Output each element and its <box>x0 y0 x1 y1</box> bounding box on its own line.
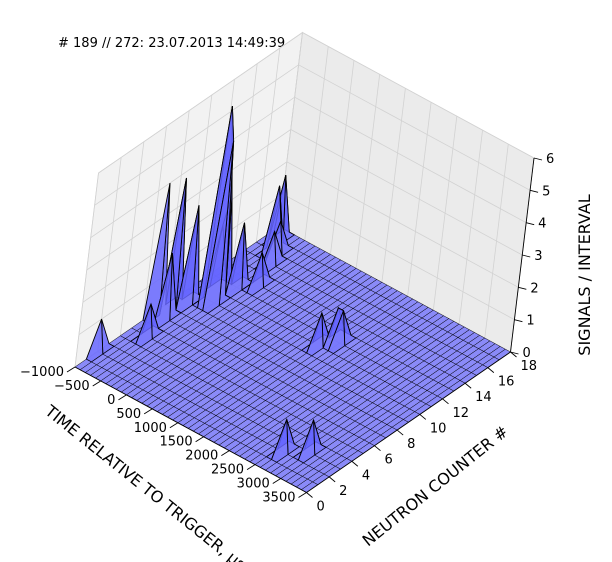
y-tick <box>396 429 404 436</box>
z-gridline <box>98 32 535 174</box>
y-tick-label: 12 <box>453 406 470 421</box>
z-gridline <box>82 161 519 303</box>
y-tick <box>306 492 313 498</box>
y-tick-label: 14 <box>475 390 492 405</box>
x-tick-label: −500 <box>54 379 90 394</box>
z-tick <box>518 286 527 290</box>
x-tick-label: 1000 <box>134 421 167 436</box>
y-tick-label: 2 <box>339 484 347 499</box>
y-tick-label: 10 <box>430 421 447 436</box>
x-tick <box>221 450 230 457</box>
x-tick-label: 0 <box>107 393 115 408</box>
z-tick-label: 0 <box>523 346 531 361</box>
x-tick-label: 2500 <box>211 463 244 478</box>
x-tick <box>169 422 179 429</box>
z-tick <box>514 319 523 323</box>
y-tick-label: 18 <box>521 359 538 374</box>
x-tick-label: 500 <box>116 407 141 422</box>
z-gridline <box>90 96 527 238</box>
x-axis-line <box>74 366 307 493</box>
y-tick <box>442 398 449 405</box>
x-tick-label: 3500 <box>262 491 295 506</box>
z-tick-label: 5 <box>542 184 550 199</box>
z-gridline <box>94 64 531 206</box>
surface-plot <box>74 106 511 493</box>
z-axis-label: SIGNALS / INTERVAL <box>575 194 594 356</box>
y-tick <box>464 382 472 389</box>
x-tick <box>118 394 127 401</box>
y-tick-label: 0 <box>317 500 325 515</box>
x-tick <box>195 436 204 443</box>
z-tick <box>533 157 543 161</box>
x-tick <box>66 366 76 373</box>
x-tick <box>246 464 256 470</box>
x-tick-label: 3000 <box>237 477 270 492</box>
z-tick <box>529 189 539 193</box>
z-tick-label: 1 <box>526 314 534 329</box>
y-axis-line <box>306 351 511 493</box>
z-tick <box>510 351 519 355</box>
y-tick <box>351 460 359 467</box>
y-tick <box>510 351 517 358</box>
z-tick <box>526 222 535 226</box>
y-tick <box>374 445 381 452</box>
y-tick-label: 6 <box>385 453 393 468</box>
axes: −1000−5000500100015002000250030003500024… <box>20 152 554 515</box>
y-tick-label: 8 <box>407 437 415 452</box>
y-tick <box>419 414 427 420</box>
y-tick <box>487 367 495 373</box>
x-tick-label: 1500 <box>160 435 193 450</box>
z-tick-label: 6 <box>546 152 554 167</box>
z-tick <box>522 254 531 258</box>
y-tick <box>328 476 336 483</box>
x-tick <box>272 478 282 484</box>
chart-title: # 189 // 272: 23.07.2013 14:49:39 <box>58 36 286 51</box>
x-tick <box>92 380 101 387</box>
z-tick-label: 2 <box>530 281 538 296</box>
y-tick-label: 4 <box>362 468 370 483</box>
x-tick <box>143 408 153 415</box>
x-tick-label: 2000 <box>185 449 218 464</box>
x-tick <box>298 492 307 498</box>
y-tick-label: 16 <box>498 375 515 390</box>
z-tick-label: 4 <box>538 217 546 232</box>
x-tick-label: −1000 <box>20 365 64 380</box>
z-tick-label: 3 <box>534 249 542 264</box>
z-gridline <box>86 129 523 271</box>
